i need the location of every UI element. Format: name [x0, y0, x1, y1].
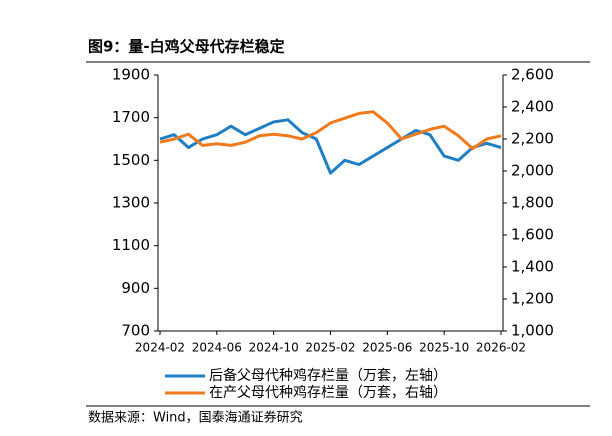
y-tick-label: 1900 [112, 66, 150, 84]
y2-tick-label: 1,400 [511, 258, 554, 276]
x-tick-label: 2025-02 [305, 341, 355, 355]
y2-tick-label: 2,600 [511, 66, 554, 84]
y2-tick-label: 1,200 [511, 290, 554, 308]
y-tick-label: 1500 [112, 151, 150, 169]
x-tick-label: 2024-06 [192, 341, 242, 355]
y2-tick-label: 2,000 [511, 162, 554, 180]
x-tick-label: 2025-06 [362, 341, 412, 355]
y-tick-label: 1100 [112, 236, 150, 254]
legend-label: 在产父母代种鸡存栏量（万套，右轴） [209, 384, 447, 401]
chart-title: 图9：量-白鸡父母代存栏稳定 [88, 38, 285, 56]
y2-tick-label: 1,800 [511, 194, 554, 212]
x-tick-label: 2024-02 [135, 341, 185, 355]
series-line [159, 110, 502, 151]
series-line [159, 118, 502, 175]
source: 数据来源：Wind，国泰海通证券研究 [88, 410, 303, 426]
y2-tick-label: 1,600 [511, 226, 554, 244]
y-tick-label: 700 [121, 322, 150, 340]
y2-tick-label: 2,400 [511, 98, 554, 116]
y2-tick-label: 1,000 [511, 322, 554, 340]
x-tick-label: 2025-10 [419, 341, 469, 355]
y-tick-label: 1700 [112, 108, 150, 126]
legend-label: 后备父母代种鸡存栏量（万套，左轴） [209, 367, 447, 384]
x-tick-label: 2024-10 [249, 341, 299, 355]
y-tick-label: 900 [121, 279, 150, 297]
y-tick-label: 1300 [112, 194, 150, 212]
y2-tick-label: 2,200 [511, 130, 554, 148]
x-tick-label: 2026-02 [476, 341, 526, 355]
